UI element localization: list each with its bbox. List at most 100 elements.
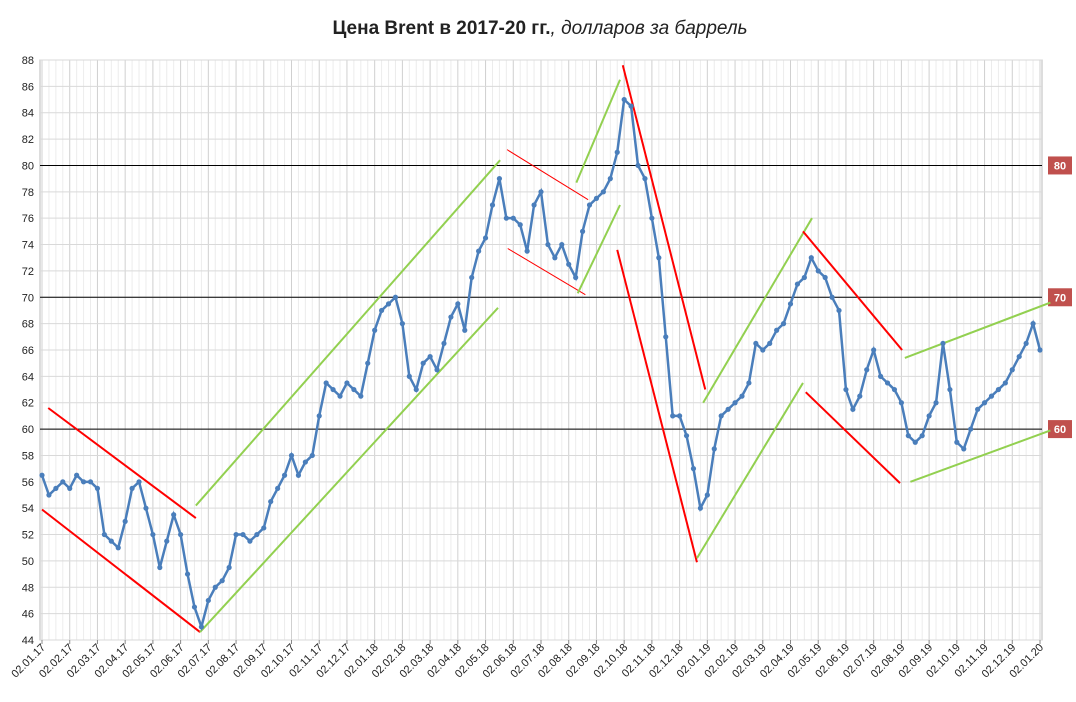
y-tick-label: 52 xyxy=(22,530,34,542)
data-point xyxy=(891,386,898,393)
data-point xyxy=(441,340,447,347)
data-point xyxy=(1009,367,1015,373)
trend-line xyxy=(621,65,707,390)
data-point xyxy=(732,400,738,406)
data-point xyxy=(87,479,94,485)
trend-line xyxy=(702,217,813,404)
data-point xyxy=(1037,347,1043,353)
y-tick-label: 64 xyxy=(22,371,34,383)
trend-line xyxy=(41,508,201,633)
y-tick-label: 58 xyxy=(22,450,34,462)
data-point xyxy=(538,189,544,195)
data-point xyxy=(1030,321,1036,327)
data-point xyxy=(462,327,468,333)
data-point xyxy=(940,340,946,347)
trend-line xyxy=(575,79,621,183)
reference-label: 80 xyxy=(1054,160,1066,172)
data-point xyxy=(344,380,350,386)
data-point xyxy=(455,301,461,307)
data-point xyxy=(600,189,606,195)
reference-label: 70 xyxy=(1054,292,1066,304)
data-point xyxy=(961,446,967,452)
data-point xyxy=(365,360,371,366)
data-point xyxy=(288,452,295,459)
data-point xyxy=(469,274,475,281)
data-point xyxy=(926,413,932,419)
data-point xyxy=(122,518,128,524)
data-point xyxy=(954,439,960,445)
y-tick-label: 80 xyxy=(22,160,34,172)
trend-line xyxy=(576,204,621,294)
data-point xyxy=(164,538,170,544)
data-point xyxy=(801,274,807,281)
data-point xyxy=(94,485,101,492)
data-point xyxy=(129,485,135,492)
data-point xyxy=(704,492,710,498)
data-point xyxy=(746,380,752,386)
data-point xyxy=(143,505,149,511)
data-point xyxy=(864,367,870,373)
data-point xyxy=(975,406,981,412)
data-point xyxy=(406,373,412,379)
data-point xyxy=(378,307,385,314)
data-point xyxy=(136,479,142,485)
y-tick-label: 82 xyxy=(22,134,34,146)
data-point xyxy=(656,255,662,261)
data-point xyxy=(981,400,988,406)
y-tick-label: 70 xyxy=(22,292,34,304)
data-point xyxy=(372,327,378,333)
y-tick-label: 76 xyxy=(22,213,34,225)
data-point xyxy=(358,393,364,399)
data-point xyxy=(205,597,211,604)
data-point xyxy=(711,446,717,452)
data-point xyxy=(912,439,918,445)
data-point xyxy=(503,215,509,221)
data-point xyxy=(496,176,503,182)
trend-line xyxy=(696,382,804,559)
data-point xyxy=(649,215,655,221)
y-tick-label: 66 xyxy=(22,345,34,357)
data-point xyxy=(476,248,482,254)
data-point xyxy=(171,512,177,518)
y-tick-label: 68 xyxy=(22,319,34,331)
trend-line xyxy=(199,307,499,633)
data-point xyxy=(323,380,329,386)
trend-line xyxy=(507,248,586,296)
data-point xyxy=(399,321,405,327)
data-point xyxy=(843,386,849,393)
data-point xyxy=(586,202,593,208)
data-point xyxy=(316,413,322,419)
data-point xyxy=(157,564,163,571)
data-point xyxy=(836,307,842,314)
trend-line xyxy=(47,407,197,519)
y-tick-label: 78 xyxy=(22,187,34,199)
data-point xyxy=(850,406,856,412)
data-point xyxy=(67,485,73,492)
data-point xyxy=(302,459,308,465)
data-point xyxy=(517,222,523,228)
data-point xyxy=(226,564,232,571)
data-point xyxy=(670,413,676,419)
data-point xyxy=(420,360,426,366)
data-point xyxy=(184,571,191,577)
data-point xyxy=(295,472,302,478)
data-point xyxy=(489,202,496,208)
data-point xyxy=(566,261,572,267)
data-point xyxy=(552,255,558,261)
y-tick-label: 44 xyxy=(22,635,34,647)
reference-label-box xyxy=(1048,156,1072,175)
data-point xyxy=(628,103,634,109)
data-point xyxy=(621,96,627,103)
data-point xyxy=(794,281,801,287)
data-point xyxy=(46,492,52,498)
data-point xyxy=(573,274,579,281)
y-tick-label: 48 xyxy=(22,582,34,594)
data-point xyxy=(482,235,489,241)
data-point xyxy=(74,472,80,478)
data-point xyxy=(877,373,884,379)
trend-line xyxy=(904,301,1051,359)
data-point xyxy=(857,393,863,399)
y-tick-label: 50 xyxy=(22,556,34,568)
data-point xyxy=(524,248,530,254)
data-point xyxy=(254,531,260,538)
